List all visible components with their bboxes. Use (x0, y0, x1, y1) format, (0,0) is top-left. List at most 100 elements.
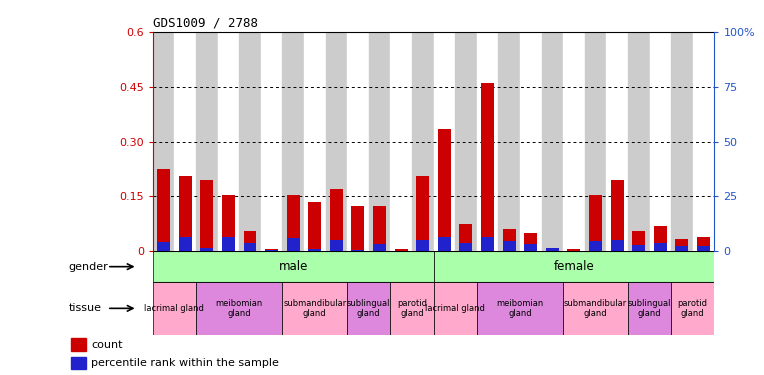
Bar (503, 242, 516, 251)
Bar (265, 250, 278, 251)
Bar (697, 246, 710, 251)
Bar (261, 32, 283, 251)
Bar (675, 239, 688, 251)
Bar (671, 282, 714, 334)
Bar (545, 248, 558, 251)
Bar (416, 240, 429, 251)
Bar (545, 248, 558, 251)
Bar (351, 250, 364, 251)
Bar (459, 224, 472, 251)
Bar (498, 32, 520, 251)
Text: parotid
gland: parotid gland (678, 298, 707, 318)
Bar (542, 32, 563, 251)
Bar (416, 176, 429, 251)
Bar (607, 32, 628, 251)
Bar (373, 206, 386, 251)
Text: parotid
gland: parotid gland (397, 298, 427, 318)
Bar (568, 249, 581, 251)
Bar (244, 243, 257, 251)
Bar (654, 226, 667, 251)
Bar (412, 32, 434, 251)
Bar (434, 32, 455, 251)
Bar (481, 237, 494, 251)
Text: meibomian
gland: meibomian gland (497, 298, 543, 318)
Bar (481, 83, 494, 251)
Bar (153, 282, 196, 334)
Text: meibomian
gland: meibomian gland (215, 298, 263, 318)
Bar (222, 195, 235, 251)
Bar (390, 282, 434, 334)
Bar (697, 237, 710, 251)
Bar (633, 245, 646, 251)
Bar (395, 249, 408, 251)
Bar (455, 32, 477, 251)
Text: count: count (91, 340, 122, 350)
Bar (179, 237, 192, 251)
Bar (179, 176, 192, 251)
Bar (325, 32, 347, 251)
Bar (200, 180, 213, 251)
Bar (157, 169, 170, 251)
Bar (633, 231, 646, 251)
Bar (524, 233, 537, 251)
Bar (196, 282, 283, 334)
Bar (153, 32, 174, 251)
Bar (373, 244, 386, 251)
Bar (610, 180, 623, 251)
Bar (671, 32, 693, 251)
Bar (283, 282, 347, 334)
Text: sublingual
gland: sublingual gland (347, 298, 390, 318)
Text: lacrimal gland: lacrimal gland (426, 304, 485, 313)
Bar (72, 357, 86, 369)
Bar (157, 242, 170, 251)
Bar (351, 206, 364, 251)
Bar (218, 32, 239, 251)
Bar (390, 32, 412, 251)
Bar (153, 251, 434, 282)
Bar (434, 251, 714, 282)
Bar (309, 249, 322, 251)
Text: percentile rank within the sample: percentile rank within the sample (91, 358, 279, 368)
Bar (369, 32, 390, 251)
Text: GDS1009 / 2788: GDS1009 / 2788 (153, 16, 257, 29)
Bar (675, 246, 688, 251)
Bar (628, 32, 649, 251)
Bar (174, 32, 196, 251)
Bar (434, 282, 477, 334)
Bar (347, 282, 390, 334)
Bar (438, 237, 451, 251)
Bar (563, 282, 628, 334)
Bar (239, 32, 261, 251)
Bar (654, 243, 667, 251)
Bar (244, 231, 257, 251)
Bar (524, 244, 537, 251)
Bar (693, 32, 714, 251)
Text: submandibular
gland: submandibular gland (564, 298, 627, 318)
Bar (304, 32, 325, 251)
Bar (477, 32, 498, 251)
Bar (584, 32, 607, 251)
Text: sublingual
gland: sublingual gland (628, 298, 672, 318)
Bar (438, 129, 451, 251)
Bar (459, 243, 472, 251)
Bar (196, 32, 218, 251)
Text: female: female (554, 260, 594, 273)
Bar (649, 32, 671, 251)
Text: male: male (279, 260, 308, 273)
Bar (222, 237, 235, 251)
Bar (477, 282, 563, 334)
Bar (72, 338, 86, 351)
Bar (265, 249, 278, 251)
Bar (286, 195, 299, 251)
Bar (589, 242, 602, 251)
Bar (610, 240, 623, 251)
Bar (200, 248, 213, 251)
Bar (520, 32, 542, 251)
Bar (503, 230, 516, 251)
Bar (563, 32, 584, 251)
Bar (330, 240, 343, 251)
Text: gender: gender (69, 262, 108, 272)
Bar (589, 195, 602, 251)
Bar (309, 202, 322, 251)
Bar (286, 238, 299, 251)
